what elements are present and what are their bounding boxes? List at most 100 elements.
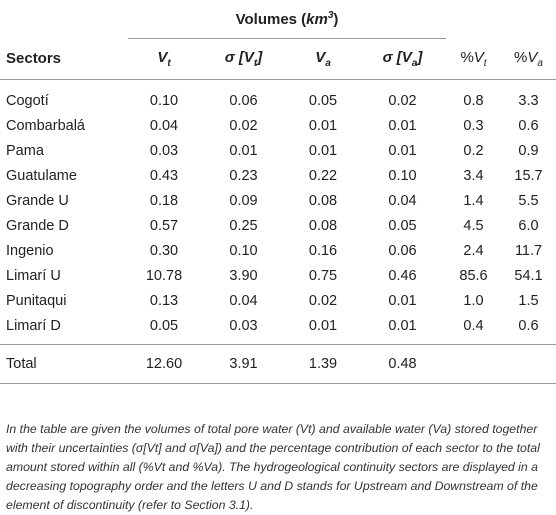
cell-va: 0.01 — [287, 313, 359, 345]
cell-sigma-va: 0.05 — [388, 217, 417, 234]
table-footnote: In the table are given the volumes of to… — [6, 422, 540, 512]
table-row: Guatulame 0.43 0.23 0.22 0.10 3.4 15.7 — [0, 163, 556, 188]
cell-pct-va: 15.7 — [514, 167, 543, 184]
cell-vt: 0.57 — [149, 217, 179, 234]
table-row: Grande D 0.57 0.25 0.08 0.05 4.5 6.0 — [0, 213, 556, 238]
cell-pct-vt: 0.3 — [463, 117, 484, 134]
cell-sector: Ingenio — [6, 242, 54, 259]
cell-sigma-vt: 0.25 — [229, 217, 258, 234]
cell-sector: Limarí D — [0, 313, 128, 345]
cell-vt: 0.30 — [149, 242, 179, 259]
col-header-vt: Vt — [128, 38, 200, 80]
cell-sigma-vt: 0.23 — [229, 167, 258, 184]
total-row: Total 12.60 3.91 1.39 0.48 — [0, 344, 556, 384]
cell-pct-va: 6.0 — [518, 217, 539, 234]
cell-vt: 0.43 — [149, 167, 179, 184]
cell-total-pct-vt — [446, 344, 502, 384]
cell-pct-va: 54.1 — [514, 267, 543, 284]
col-header-sectors: Sectors — [0, 38, 128, 80]
group-header-row: Volumes (km3) — [0, 0, 556, 39]
column-header-row: Sectors Vt σ [Vt] Va σ [Va] %Vt %Va — [0, 38, 556, 80]
cell-sigma-va: 0.01 — [388, 117, 417, 134]
cell-sigma-vt: 0.09 — [229, 192, 258, 209]
cell-sector: Punitaqui — [6, 292, 67, 309]
cell-pct-va: 0.9 — [518, 142, 539, 159]
cell-sigma-va: 0.04 — [388, 192, 417, 209]
cell-pct-va: 3.3 — [518, 92, 539, 109]
cell-sigma-vt: 0.02 — [229, 117, 258, 134]
cell-pct-vt: 85.6 — [459, 267, 488, 284]
cell-sigma-va: 0.01 — [388, 292, 417, 309]
table-row: Pama 0.03 0.01 0.01 0.01 0.2 0.9 — [0, 138, 556, 163]
cell-total-sigma-va: 0.48 — [359, 344, 447, 384]
cell-sector: Grande D — [6, 217, 69, 234]
cell-va: 0.02 — [308, 292, 338, 309]
cell-pct-vt: 3.4 — [463, 167, 484, 184]
cell-va: 0.08 — [308, 217, 338, 234]
cell-sigma-va: 0.10 — [388, 167, 417, 184]
col-header-pct-vt: %Vt — [446, 38, 502, 80]
cell-pct-vt: 0.8 — [463, 92, 484, 109]
cell-va: 0.22 — [308, 167, 338, 184]
cell-va: 0.05 — [308, 92, 338, 109]
cell-vt: 10.78 — [145, 267, 183, 284]
group-header-empty — [0, 0, 128, 39]
cell-total-pct-va — [501, 344, 556, 384]
cell-sigma-va: 0.01 — [388, 142, 417, 159]
volumes-table: Volumes (km3) Sectors Vt σ [Vt] Va σ [Va… — [0, 0, 556, 384]
cell-sigma-va: 0.01 — [359, 313, 447, 345]
cell-vt: 0.04 — [149, 117, 179, 134]
cell-total-vt: 12.60 — [128, 344, 200, 384]
col-header-sigma-vt: σ [Vt] — [200, 38, 287, 80]
cell-sector: Pama — [6, 142, 44, 159]
cell-pct-va: 1.5 — [518, 292, 539, 309]
cell-pct-va: 0.6 — [518, 117, 539, 134]
group-header-empty-right — [446, 0, 556, 39]
volumes-group-header: Volumes (km3) — [128, 0, 447, 39]
cell-va: 0.01 — [308, 142, 338, 159]
cell-sector: Guatulame — [6, 167, 77, 184]
cell-total-label: Total — [0, 344, 128, 384]
col-header-pct-va: %Va — [501, 38, 556, 80]
cell-total-sigma-vt: 3.91 — [200, 344, 287, 384]
cell-sector: Limarí U — [6, 267, 61, 284]
cell-va: 0.16 — [308, 242, 338, 259]
cell-pct-va: 0.6 — [501, 313, 556, 345]
cell-pct-vt: 1.0 — [463, 292, 484, 309]
cell-sigma-va: 0.06 — [388, 242, 417, 259]
cell-sigma-vt: 0.04 — [229, 292, 258, 309]
table-row: Cogotí 0.10 0.06 0.05 0.02 0.8 3.3 — [0, 80, 556, 114]
cell-pct-vt: 0.4 — [446, 313, 502, 345]
cell-pct-vt: 2.4 — [463, 242, 484, 259]
cell-sigma-va: 0.46 — [388, 267, 417, 284]
cell-sector: Cogotí — [6, 92, 49, 109]
cell-sector: Combarbalá — [6, 117, 85, 134]
table-row: Punitaqui 0.13 0.04 0.02 0.01 1.0 1.5 — [0, 288, 556, 313]
cell-sigma-vt: 3.90 — [229, 267, 258, 284]
cell-va: 0.01 — [308, 117, 338, 134]
cell-vt: 0.03 — [149, 142, 179, 159]
cell-sigma-va: 0.02 — [388, 92, 417, 109]
cell-vt: 0.18 — [149, 192, 179, 209]
cell-va: 0.75 — [308, 267, 338, 284]
table-row: Limarí D 0.05 0.03 0.01 0.01 0.4 0.6 — [0, 313, 556, 345]
col-header-sigma-va: σ [Va] — [359, 38, 447, 80]
table-row: Grande U 0.18 0.09 0.08 0.04 1.4 5.5 — [0, 188, 556, 213]
cell-total-va: 1.39 — [287, 344, 359, 384]
table-row: Limarí U 10.78 3.90 0.75 0.46 85.6 54.1 — [0, 263, 556, 288]
cell-pct-vt: 4.5 — [463, 217, 484, 234]
cell-sigma-vt: 0.06 — [229, 92, 258, 109]
cell-pct-vt: 0.2 — [463, 142, 484, 159]
cell-pct-va: 11.7 — [514, 242, 543, 259]
cell-vt: 0.10 — [149, 92, 179, 109]
cell-vt: 0.13 — [149, 292, 179, 309]
cell-va: 0.08 — [308, 192, 338, 209]
col-header-va: Va — [287, 38, 359, 80]
cell-vt: 0.05 — [128, 313, 200, 345]
table-row: Ingenio 0.30 0.10 0.16 0.06 2.4 11.7 — [0, 238, 556, 263]
cell-sigma-vt: 0.10 — [229, 242, 258, 259]
cell-sigma-vt: 0.03 — [200, 313, 287, 345]
table-row: Combarbalá 0.04 0.02 0.01 0.01 0.3 0.6 — [0, 113, 556, 138]
cell-sigma-vt: 0.01 — [229, 142, 258, 159]
